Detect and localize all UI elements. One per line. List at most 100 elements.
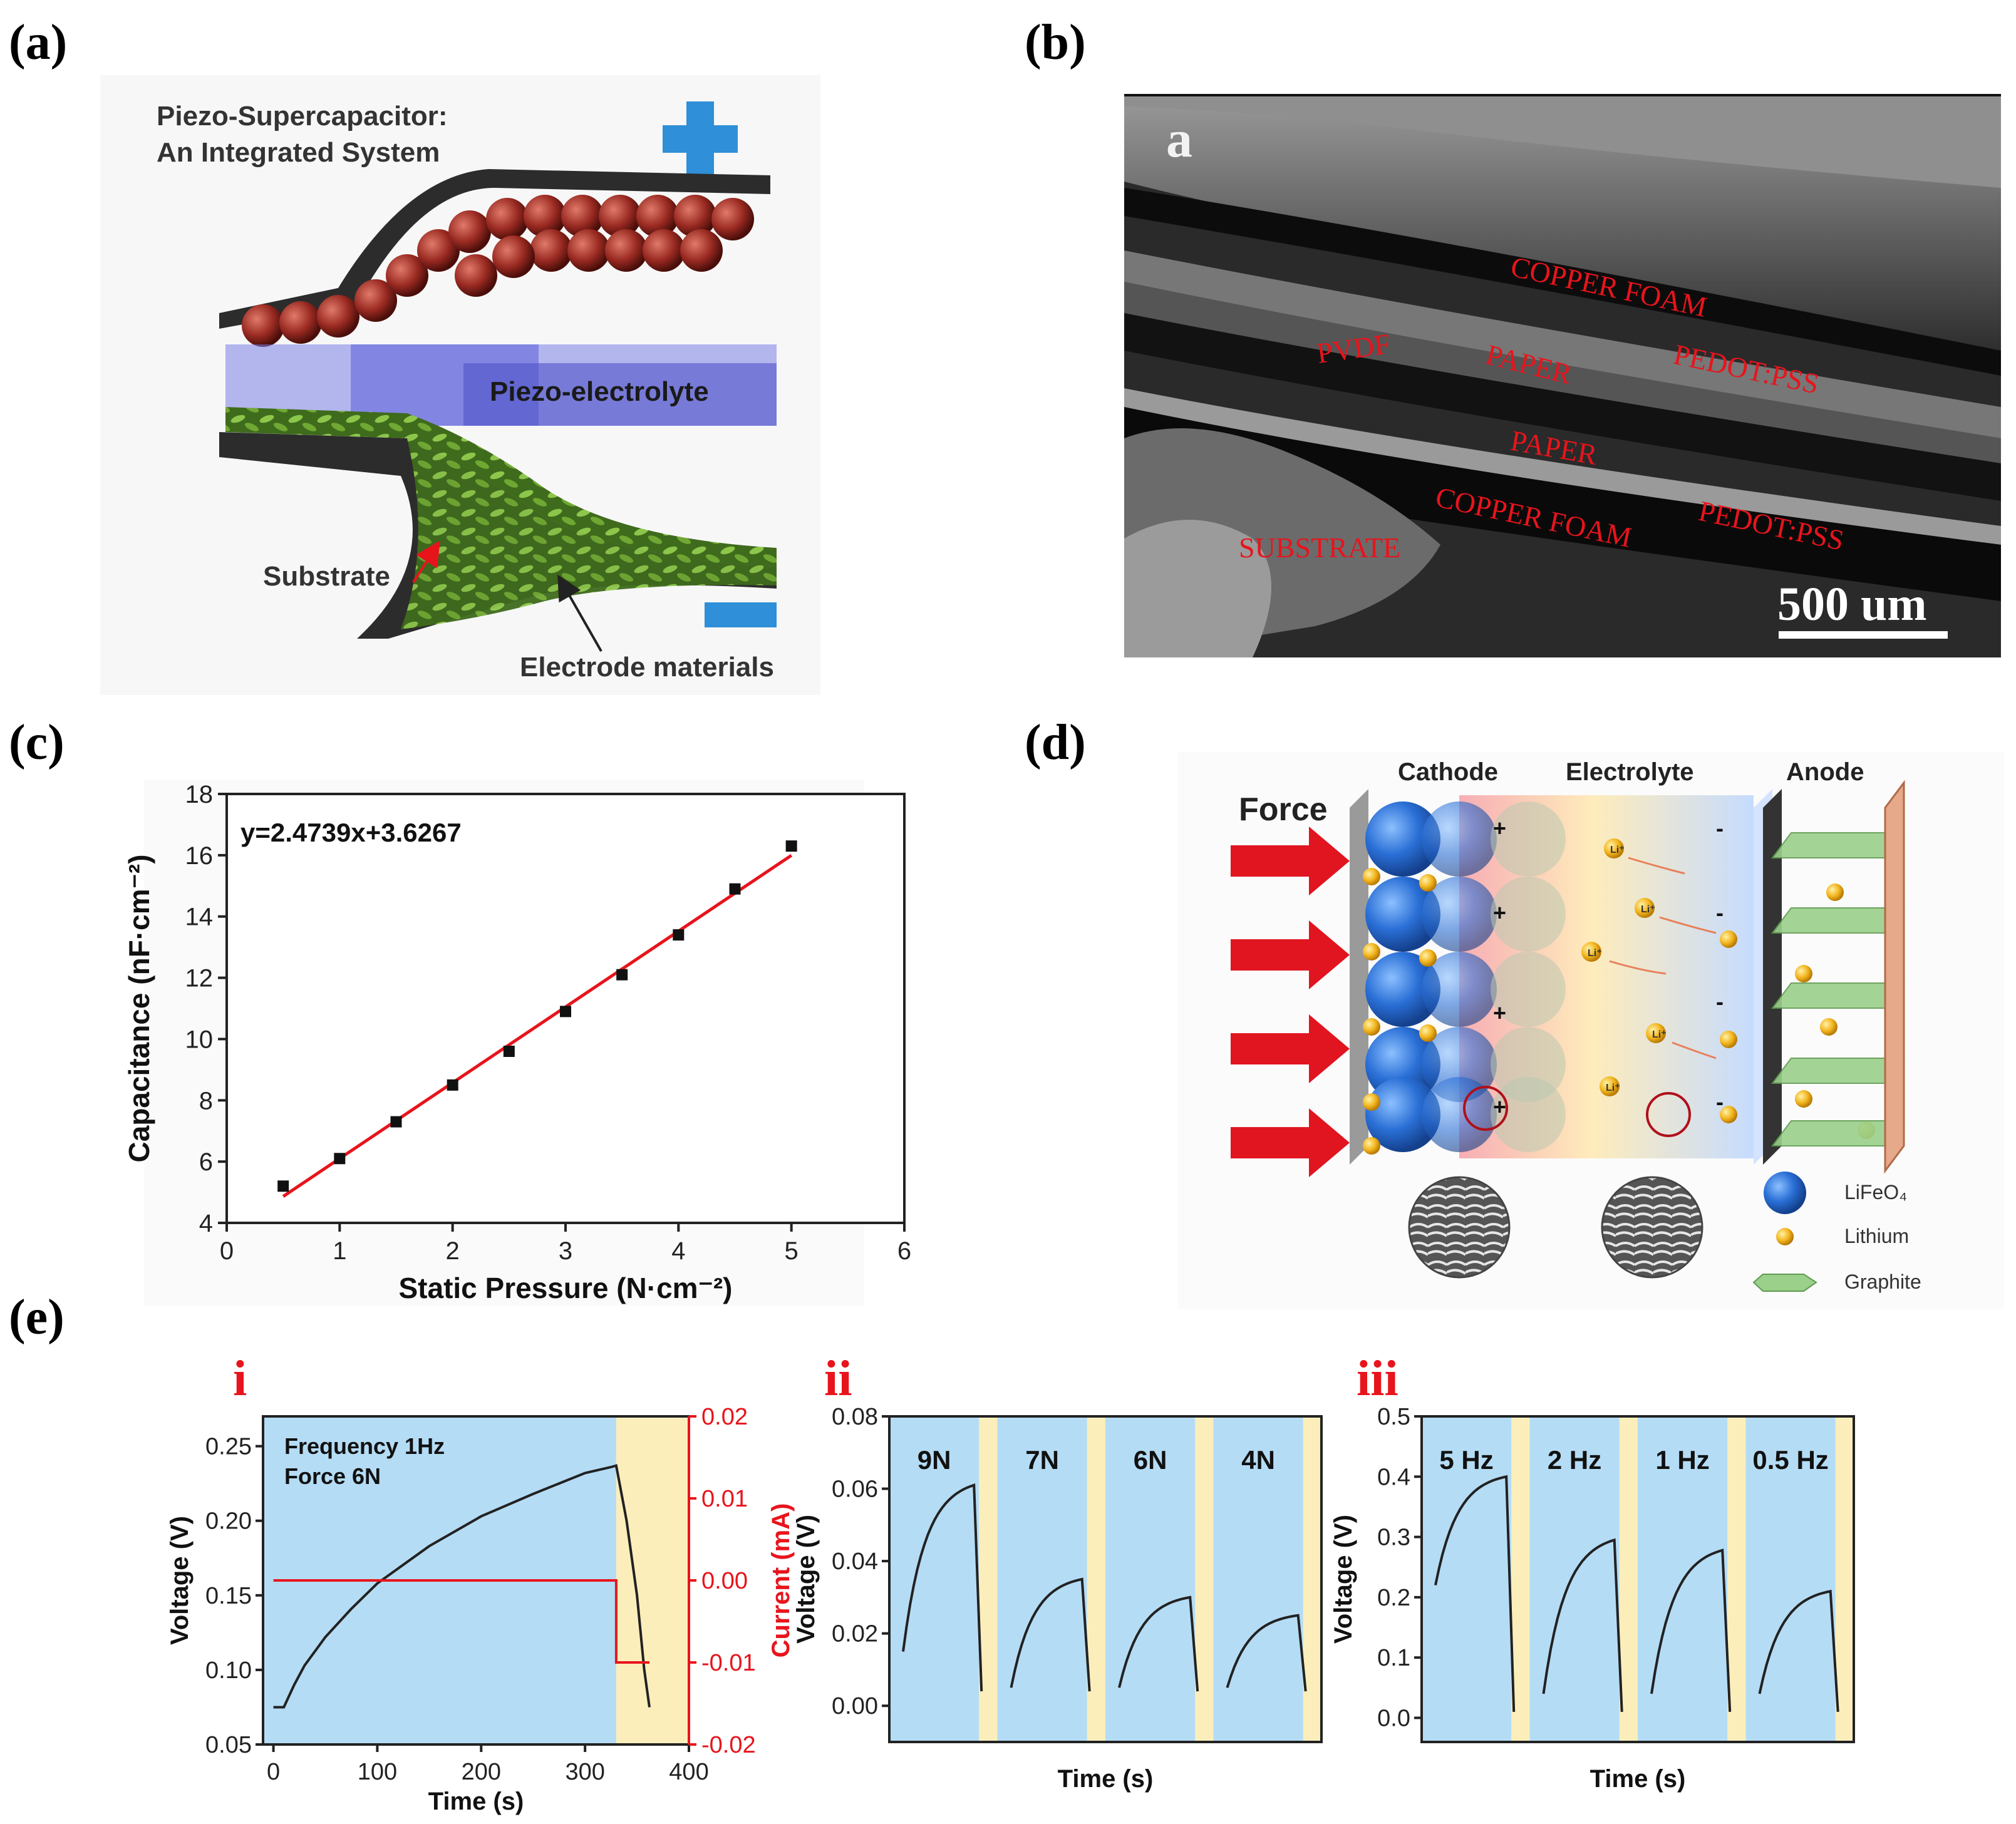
legend-graphite-label: Graphite [1844, 1270, 1921, 1293]
chart-e-ii-ytick-label: 0.08 [832, 1404, 878, 1430]
chart-e-iii-curve [1542, 1538, 1623, 1712]
chart-e-ii-ylabel: Voltage (V) [792, 1515, 820, 1644]
chart-c-fit-line [282, 853, 793, 1198]
substrate-arrow [412, 540, 440, 584]
plus-charge-4: + [1493, 1094, 1506, 1120]
sem-image [1124, 94, 2001, 657]
piezo-electrolyte-label: Piezo-electrolyte [490, 376, 709, 407]
electrolyte-label: Electrolyte [1566, 758, 1694, 786]
legend-graphite-symbol [1752, 1274, 1817, 1292]
highlight-circle-electrolyte [1646, 1092, 1691, 1137]
anode-label: Anode [1786, 758, 1864, 786]
plus-sign [663, 101, 738, 177]
panel-b-letter: (b) [1025, 15, 1086, 70]
sem-inset-electrolyte [1601, 1176, 1703, 1279]
ion-trails [1609, 857, 1717, 1059]
chart-c-ytick-label: 4 [199, 1210, 213, 1237]
chart-e-iii-frame [1420, 1415, 1855, 1743]
chart-c-point [560, 1006, 571, 1018]
chart-c-xtick-label: 2 [446, 1237, 460, 1265]
chart-e-iii-ytick-label: 0.5 [1377, 1404, 1410, 1430]
chart-e-i-annotation-frequency: Frequency 1Hz [284, 1433, 445, 1459]
chart-e-i-voltage-line [273, 1464, 651, 1709]
legend-lithium-label: Lithium [1844, 1225, 1909, 1247]
chart-e-ii-segment-label: 9N [918, 1445, 951, 1475]
chart-c-xtick-label: 0 [220, 1237, 234, 1265]
scalebar [1779, 631, 1948, 639]
lifeo4-spheres [1365, 801, 1566, 1152]
chart-e-ii-region-blue [889, 1416, 980, 1742]
panel-c-letter: (c) [9, 715, 65, 770]
legend-lifeo4-label: LiFeO₄ [1844, 1181, 1907, 1203]
li-ion-label-5: Li⁺ [1606, 1083, 1620, 1093]
chart-e-ii-curve [902, 1483, 983, 1692]
chart-e-i-ytick-label: 0.05 [205, 1732, 252, 1758]
chart-e-ii-curve [1226, 1614, 1307, 1692]
chart-e-iii-segment-label: 2 Hz [1548, 1445, 1601, 1475]
chart-e-i-xlabel: Time (s) [428, 1788, 524, 1815]
chart-e-iii-segment-label: 5 Hz [1439, 1445, 1493, 1475]
legend-lifeo4-symbol [1764, 1172, 1806, 1214]
chart-c-xtick-label: 3 [559, 1237, 572, 1265]
sem-inset-cathode [1408, 1176, 1511, 1279]
chart-e-i-label: i [233, 1351, 247, 1406]
minus-charge-4: - [1716, 1089, 1724, 1115]
chart-e-iii-ylabel: Voltage (V) [1330, 1515, 1357, 1644]
panel-c: (c) 0 1 2 3 4 5 64681012141618y=2.4739x+3.6267… [9, 715, 911, 1306]
substrate-label: Substrate [263, 561, 390, 592]
plus-charge-2: + [1493, 900, 1506, 925]
chart-e-i-plot: i 0 100 200 300 400 0.05 0.10 0.15 0.20 0.25 -0.02 -… [166, 1351, 795, 1815]
chart-c-ytick-label: 14 [185, 904, 214, 931]
chart-e-iii-curve [1650, 1548, 1732, 1712]
chart-e-iii-plot: iii 5 Hz 2 Hz 1 Hz 0.5 Hz 0.0 0.1 0.2 0.3 0.4 0.5 T… [1330, 1351, 1855, 1793]
chart-e-ii-segment-label: 4N [1241, 1445, 1275, 1475]
chart-e-iii-xlabel: Time (s) [1590, 1765, 1686, 1793]
chart-e-ii-curve [1010, 1577, 1091, 1692]
chart-e-i-ytick-label: 0.15 [205, 1583, 252, 1609]
minus-charge-1: - [1716, 815, 1724, 841]
anode-separator-dark [1763, 789, 1782, 1165]
chart-e-ii-frame [888, 1415, 1323, 1743]
panel-a-title-line1: Piezo-Supercapacitor: [157, 101, 448, 131]
layer-label-substrate: SUBSTRATE [1239, 532, 1400, 564]
chart-c-xtick-label: 6 [897, 1237, 911, 1265]
chart-e-i-xtick-label: 200 [462, 1759, 501, 1785]
chart-e-ii-segment-label: 7N [1025, 1445, 1059, 1475]
legend-lithium-symbol [1776, 1228, 1794, 1245]
chart-c-ytick-label: 12 [185, 965, 214, 992]
chart-e-iii-segment-label: 0.5 Hz [1752, 1445, 1828, 1475]
chart-c-xtick-label: 4 [671, 1237, 685, 1265]
scalebar-label: 500 um [1777, 578, 1927, 631]
chart-c-xlabel: Static Pressure (N·cm⁻²) [399, 1272, 733, 1304]
chart-e-i-y2tick-label: 0.01 [701, 1486, 748, 1512]
li-ion-label-1: Li⁺ [1610, 845, 1625, 855]
chart-e-ii-ytick-label: 0.06 [832, 1476, 878, 1503]
chart-e-iii-ytick-label: 0.0 [1377, 1705, 1410, 1731]
panel-a: (a) Piezo-Supercapacitor: An Integrated … [9, 15, 820, 695]
plus-charge-1: + [1493, 815, 1506, 841]
chart-e-ii-plot: ii 9N 7N 6N 4N 0.00 0.02 0.04 0.06 0.08 Time (s) Vo… [792, 1351, 1323, 1793]
minus-sign [705, 602, 777, 627]
green-electrode-layer [225, 407, 777, 567]
cathode-label: Cathode [1398, 758, 1498, 786]
chart-c-ytick-label: 10 [185, 1026, 214, 1053]
chart-e-i-xtick-label: 0 [267, 1759, 280, 1785]
chart-e-iii-ytick-label: 0.3 [1377, 1525, 1410, 1551]
green-electrode-front [401, 438, 777, 629]
chart-e-i-y2tick-label: 0.00 [701, 1568, 748, 1594]
chart-e-i-region-yellow [616, 1416, 689, 1744]
li-ion-label-4: Li⁺ [1652, 1029, 1667, 1040]
li-ion-label-2: Li⁺ [1641, 904, 1655, 915]
chart-e-i-y2label: Current (mA) [767, 1503, 795, 1658]
chart-e-ii-xlabel: Time (s) [1058, 1765, 1154, 1793]
chart-e-i-y2tick-label: 0.02 [701, 1404, 748, 1430]
chart-e-i-ytick-label: 0.20 [205, 1508, 252, 1535]
chart-e-i-ytick-label: 0.10 [205, 1657, 252, 1684]
chart-c-xtick-label: 5 [785, 1237, 799, 1265]
chart-e-ii-ytick-label: 0.02 [832, 1621, 878, 1647]
chart-c-point [390, 1116, 402, 1128]
chart-c-point [447, 1079, 458, 1091]
chart-c-plot: 0 1 2 3 4 5 64681012141618y=2.4739x+3.6267Stat… [123, 780, 911, 1306]
panel-a-letter: (a) [9, 15, 67, 70]
chart-e-i-y2tick-label: -0.01 [701, 1650, 756, 1676]
